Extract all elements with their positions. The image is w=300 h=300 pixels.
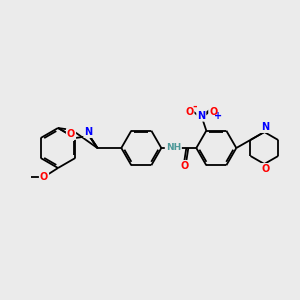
Text: O: O xyxy=(261,164,269,174)
Text: N: N xyxy=(84,127,92,137)
Text: N: N xyxy=(197,111,206,121)
Text: O: O xyxy=(180,161,188,171)
Text: O: O xyxy=(209,107,218,117)
Text: -: - xyxy=(192,102,196,112)
Text: O: O xyxy=(185,107,194,117)
Text: +: + xyxy=(214,111,222,121)
Text: O: O xyxy=(40,172,48,182)
Text: O: O xyxy=(67,129,75,139)
Text: NH: NH xyxy=(166,142,181,152)
Text: N: N xyxy=(261,122,269,132)
